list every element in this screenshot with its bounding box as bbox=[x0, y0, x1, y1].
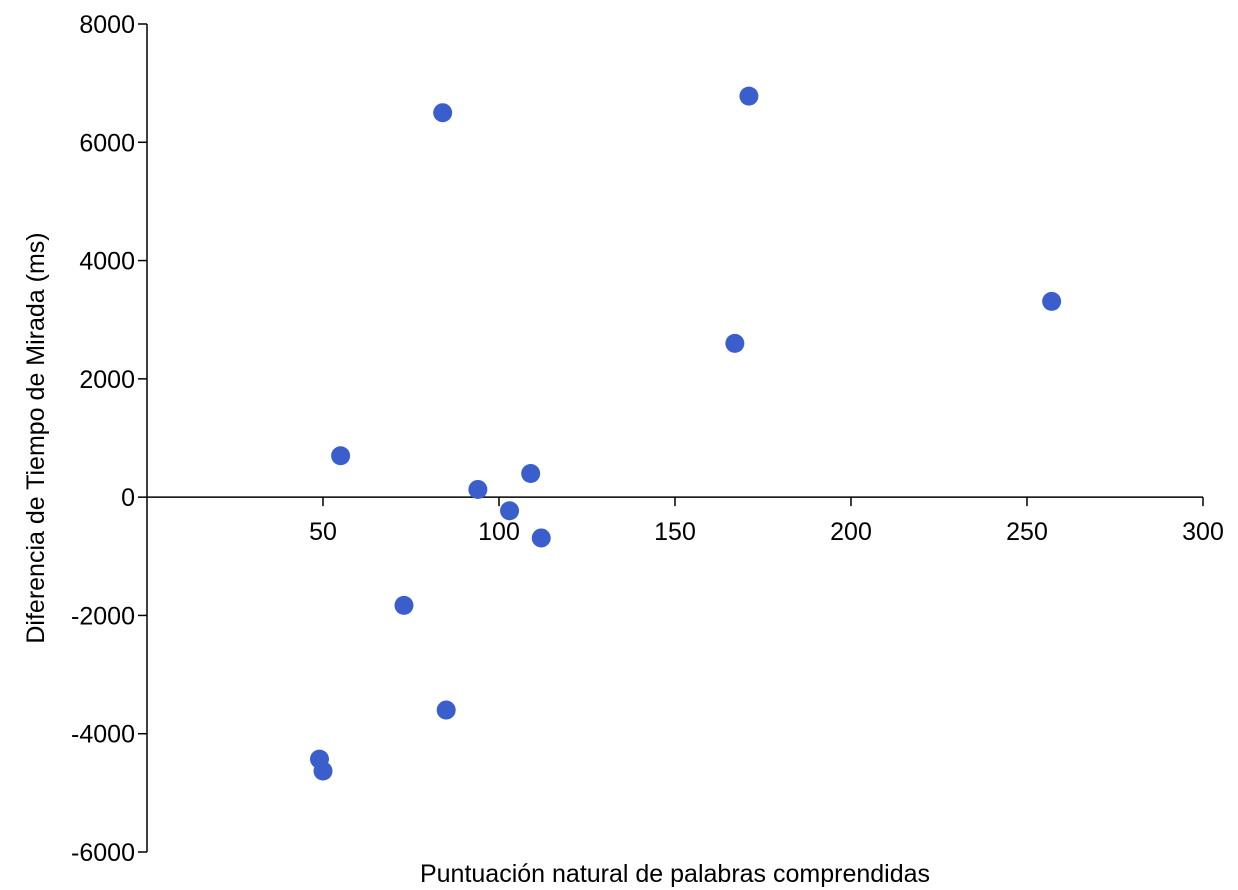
y-tick-label: -6000 bbox=[71, 839, 135, 867]
x-tick-label: 300 bbox=[1182, 518, 1224, 546]
data-point bbox=[531, 528, 551, 548]
y-ticks: 8000 6000 4000 2000 0 -2000 -4000 -6000 bbox=[71, 11, 147, 867]
data-point bbox=[394, 595, 414, 615]
y-tick-label: 4000 bbox=[79, 248, 135, 276]
y-tick-label: 8000 bbox=[79, 11, 135, 39]
y-tick-label: -4000 bbox=[71, 721, 135, 749]
x-tick-label: 200 bbox=[830, 518, 872, 546]
data-point bbox=[521, 463, 541, 483]
data-point bbox=[468, 479, 488, 499]
y-axis-title: Diferencia de Tiempo de Mirada (ms) bbox=[22, 232, 50, 643]
data-point bbox=[433, 103, 453, 123]
y-tick-label: -2000 bbox=[71, 602, 135, 630]
x-tick-label: 250 bbox=[1006, 518, 1048, 546]
data-points bbox=[309, 86, 1062, 781]
x-tick-label: 100 bbox=[478, 518, 520, 546]
y-tick-label: 2000 bbox=[79, 366, 135, 394]
x-tick-label: 50 bbox=[309, 518, 337, 546]
x-tick-label: 150 bbox=[654, 518, 696, 546]
y-tick-label: 6000 bbox=[79, 129, 135, 157]
data-point bbox=[500, 501, 520, 521]
x-axis-title: Puntuación natural de palabras comprendi… bbox=[420, 860, 930, 888]
y-tick-label: 0 bbox=[121, 484, 135, 512]
data-point bbox=[331, 446, 351, 466]
data-point bbox=[436, 700, 456, 720]
axes bbox=[146, 24, 1203, 852]
data-point bbox=[1042, 291, 1062, 311]
data-point bbox=[739, 86, 759, 106]
data-point bbox=[725, 333, 745, 353]
data-point bbox=[313, 761, 333, 781]
x-ticks: 50 100 150 200 250 300 bbox=[309, 497, 1224, 546]
